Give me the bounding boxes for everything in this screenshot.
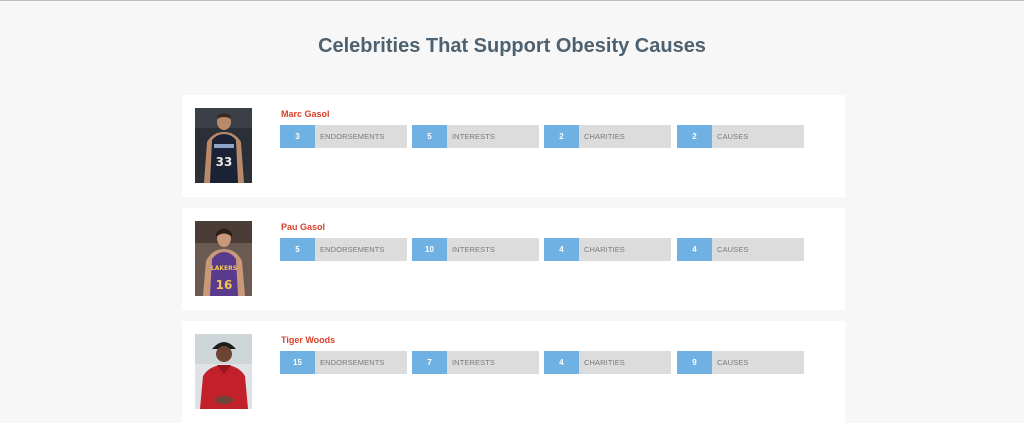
endorsements-stat[interactable]: 15 ENDORSEMENTS — [280, 351, 407, 374]
stat-count: 7 — [412, 351, 447, 374]
stat-label: INTERESTS — [452, 358, 495, 367]
celebrity-card: 33 Marc Gasol 3 ENDORSEMENTS 5 INTERESTS… — [182, 95, 845, 197]
svg-text:33: 33 — [216, 155, 233, 169]
stat-count: 15 — [280, 351, 315, 374]
celebrity-photo[interactable]: LAKERS 16 — [195, 221, 252, 296]
basketball-player-lakers-photo-icon: LAKERS 16 — [195, 221, 252, 296]
celebrity-photo[interactable] — [195, 334, 252, 409]
page-title: Celebrities That Support Obesity Causes — [318, 35, 706, 57]
stat-count: 4 — [677, 238, 712, 261]
stat-count: 5 — [412, 125, 447, 148]
causes-stat[interactable]: 9 CAUSES — [677, 351, 804, 374]
stat-count: 5 — [280, 238, 315, 261]
golfer-red-shirt-photo-icon — [195, 334, 252, 409]
endorsements-stat[interactable]: 5 ENDORSEMENTS — [280, 238, 407, 261]
stat-count: 3 — [280, 125, 315, 148]
stat-label: ENDORSEMENTS — [320, 358, 385, 367]
svg-text:16: 16 — [216, 278, 233, 292]
stat-label: CHARITIES — [584, 132, 625, 141]
basketball-player-grizzlies-photo-icon: 33 — [195, 108, 252, 183]
charities-stat[interactable]: 4 CHARITIES — [544, 351, 671, 374]
celebrity-name[interactable]: Tiger Woods — [281, 335, 336, 345]
stat-label: CHARITIES — [584, 358, 625, 367]
stat-label: ENDORSEMENTS — [320, 132, 385, 141]
celebrity-card: Tiger Woods 15 ENDORSEMENTS 7 INTERESTS … — [182, 321, 845, 423]
stat-count: 4 — [544, 351, 579, 374]
stat-count: 4 — [544, 238, 579, 261]
top-divider — [0, 0, 1024, 1]
stat-label: CAUSES — [717, 245, 749, 254]
stat-count: 10 — [412, 238, 447, 261]
interests-stat[interactable]: 7 INTERESTS — [412, 351, 539, 374]
causes-stat[interactable]: 4 CAUSES — [677, 238, 804, 261]
celebrity-photo[interactable]: 33 — [195, 108, 252, 183]
stat-label: INTERESTS — [452, 132, 495, 141]
stat-label: CAUSES — [717, 132, 749, 141]
charities-stat[interactable]: 2 CHARITIES — [544, 125, 671, 148]
celebrity-name[interactable]: Pau Gasol — [281, 222, 326, 232]
stat-label: ENDORSEMENTS — [320, 245, 385, 254]
interests-stat[interactable]: 5 INTERESTS — [412, 125, 539, 148]
stat-count: 2 — [677, 125, 712, 148]
celebrity-name[interactable]: Marc Gasol — [281, 109, 330, 119]
svg-text:LAKERS: LAKERS — [211, 265, 237, 272]
stat-label: CHARITIES — [584, 245, 625, 254]
celebrity-card: LAKERS 16 Pau Gasol 5 ENDORSEMENTS 10 IN… — [182, 208, 845, 310]
stat-count: 2 — [544, 125, 579, 148]
stat-count: 9 — [677, 351, 712, 374]
stat-label: INTERESTS — [452, 245, 495, 254]
causes-stat[interactable]: 2 CAUSES — [677, 125, 804, 148]
charities-stat[interactable]: 4 CHARITIES — [544, 238, 671, 261]
endorsements-stat[interactable]: 3 ENDORSEMENTS — [280, 125, 407, 148]
stat-label: CAUSES — [717, 358, 749, 367]
interests-stat[interactable]: 10 INTERESTS — [412, 238, 539, 261]
